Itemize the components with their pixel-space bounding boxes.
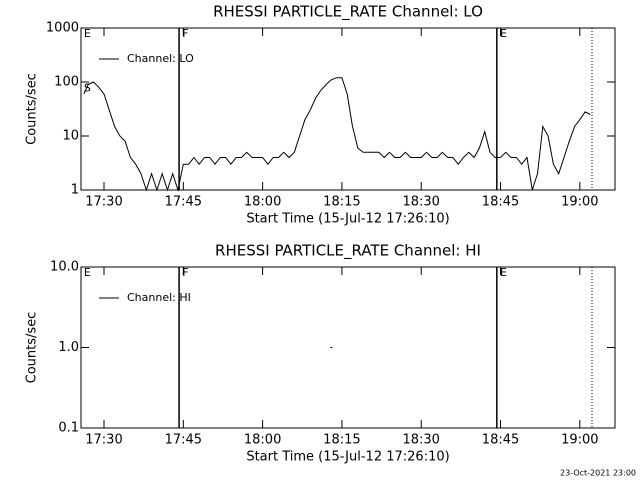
y-tick-label: 10.0 [50, 260, 79, 275]
annotation: E [500, 27, 507, 40]
x-tick-label: 18:00 [244, 433, 281, 448]
x-tick-label: 18:45 [482, 195, 519, 210]
y-axis-label: Counts/sec [25, 73, 40, 145]
chart-title: RHESSI PARTICLE_RATE Channel: HI [215, 242, 481, 261]
x-axis-label: Start Time (15-Jul-12 17:26:10) [246, 450, 449, 465]
y-tick-label: 10 [62, 129, 79, 144]
y-tick-label: 0.1 [58, 421, 79, 436]
annotation: E [84, 27, 91, 40]
x-tick-label: 18:45 [482, 433, 519, 448]
data-line [83, 77, 591, 192]
x-tick-label: 18:30 [402, 195, 439, 210]
x-axis-label: Start Time (15-Jul-12 17:26:10) [246, 212, 449, 227]
footer: 23-Oct-2021 23:00 [560, 469, 636, 478]
x-tick-label: 18:15 [323, 433, 360, 448]
x-tick-label: 18:00 [244, 195, 281, 210]
y-tick-label: 1 [71, 183, 79, 198]
x-tick-label: 18:30 [402, 433, 439, 448]
annotation: E [500, 266, 507, 279]
x-tick-label: 19:00 [561, 433, 598, 448]
x-tick-label: 17:45 [165, 195, 202, 210]
annotation: S [84, 82, 91, 95]
plot-frame [80, 27, 616, 191]
x-tick-label: 17:30 [85, 433, 122, 448]
annotation: F [182, 266, 188, 279]
y-axis-label: Counts/sec [25, 312, 40, 384]
y-tick-label: 1000 [46, 21, 79, 36]
x-tick-label: 18:15 [323, 195, 360, 210]
x-tick-label: 19:00 [561, 195, 598, 210]
legend-label: Channel: HI [127, 291, 191, 304]
x-tick-label: 17:45 [165, 433, 202, 448]
x-tick-label: 17:30 [85, 195, 122, 210]
chart-title: RHESSI PARTICLE_RATE Channel: LO [213, 3, 483, 22]
legend-label: Channel: LO [127, 52, 194, 65]
y-tick-label: 1.0 [58, 340, 79, 355]
y-tick-label: 100 [54, 75, 79, 90]
annotation: F [182, 27, 188, 40]
annotation: E [84, 266, 91, 279]
